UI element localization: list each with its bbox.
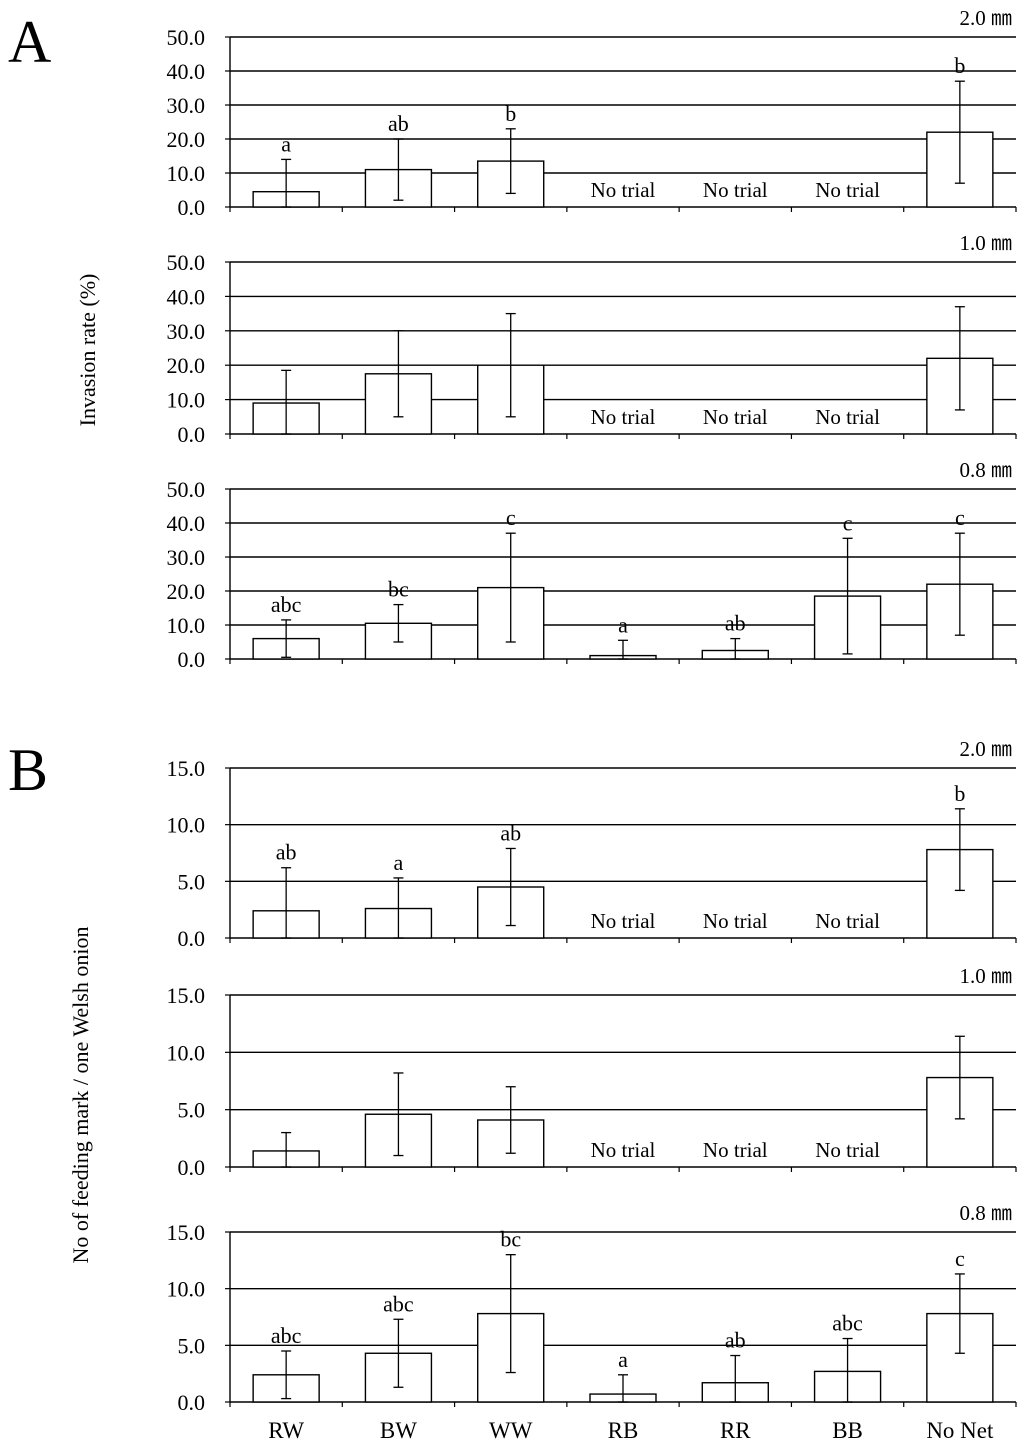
y-tick-label: 0.0 <box>178 926 206 951</box>
no-trial-label: No trial <box>815 1138 880 1162</box>
significance-letter: bc <box>500 1227 521 1252</box>
mesh-size-label: 0.8 ㎜ <box>960 458 1013 482</box>
y-tick-label: 0.0 <box>178 195 206 220</box>
panel-letter: A <box>8 9 51 75</box>
mesh-size-label: 2.0 ㎜ <box>960 737 1013 761</box>
mesh-size-label: 2.0 ㎜ <box>960 6 1013 30</box>
no-trial-label: No trial <box>815 405 880 429</box>
panel-a: A Invasion rate (%) 2.0 ㎜ 0.0 10.0 20.0 30.0 40… <box>8 6 1017 672</box>
significance-letter: a <box>394 850 404 875</box>
y-tick-label: 30.0 <box>167 93 206 118</box>
y-tick-label: 50.0 <box>167 25 206 50</box>
y-tick-label: 10.0 <box>167 813 206 838</box>
significance-letter: a <box>618 612 628 637</box>
y-tick-label: 15.0 <box>167 983 206 1008</box>
significance-letter: b <box>505 101 516 126</box>
significance-letter: c <box>955 1246 965 1271</box>
y-axis-label: Invasion rate (%) <box>75 274 100 427</box>
y-tick-label: 0.0 <box>178 1155 206 1180</box>
subplot-3: 0.8 ㎜ 0.0 5.0 10.0 15.0 abc abc bc a ab abc c RW BW WW… <box>167 1201 1017 1443</box>
significance-letter: ab <box>725 1328 746 1353</box>
no-trial-label: No trial <box>815 909 880 933</box>
subplot-2: 1.0 ㎜ 0.0 5.0 10.0 15.0 No trial No trial No tr… <box>167 964 1017 1180</box>
significance-letter: c <box>955 505 965 530</box>
significance-letter: c <box>506 505 516 530</box>
y-tick-label: 50.0 <box>167 250 206 275</box>
significance-letter: abc <box>383 1291 414 1316</box>
subplot-1: 2.0 ㎜ 0.0 10.0 20.0 30.0 40.0 50.0 a ab b No trial… <box>167 6 1017 220</box>
y-tick-label: 40.0 <box>167 59 206 84</box>
y-tick-label: 15.0 <box>167 756 206 781</box>
significance-letter: a <box>618 1347 628 1372</box>
significance-letter: b <box>954 781 965 806</box>
significance-letter: abc <box>271 592 302 617</box>
no-trial-label: No trial <box>703 405 768 429</box>
y-tick-label: 5.0 <box>178 1333 206 1358</box>
no-trial-label: No trial <box>591 178 656 202</box>
y-tick-label: 50.0 <box>167 477 206 502</box>
subplot-1: 2.0 ㎜ 0.0 5.0 10.0 15.0 ab a ab No trial No trial… <box>167 737 1017 951</box>
significance-letter: abc <box>271 1323 302 1348</box>
y-tick-label: 0.0 <box>178 422 206 447</box>
y-tick-label: 10.0 <box>167 388 206 413</box>
significance-letter: c <box>843 510 853 535</box>
significance-letter: abc <box>832 1311 863 1336</box>
y-tick-label: 10.0 <box>167 613 206 638</box>
x-category-label: RB <box>608 1418 639 1443</box>
y-tick-label: 10.0 <box>167 1277 206 1302</box>
significance-letter: b <box>954 53 965 78</box>
y-tick-label: 5.0 <box>178 869 206 894</box>
y-tick-label: 20.0 <box>167 579 206 604</box>
significance-letter: ab <box>500 820 521 845</box>
y-tick-label: 0.0 <box>178 1390 206 1415</box>
mesh-size-label: 1.0 ㎜ <box>960 231 1013 255</box>
significance-letter: a <box>281 131 291 156</box>
y-tick-label: 20.0 <box>167 353 206 378</box>
y-tick-label: 5.0 <box>178 1098 206 1123</box>
no-trial-label: No trial <box>703 909 768 933</box>
y-tick-label: 30.0 <box>167 319 206 344</box>
significance-letter: ab <box>725 611 746 636</box>
panel-b: B No of feeding mark / one Welsh onion 2.0… <box>8 737 1017 1443</box>
x-category-label: BB <box>832 1418 863 1443</box>
no-trial-label: No trial <box>703 1138 768 1162</box>
y-tick-label: 0.0 <box>178 647 206 672</box>
y-tick-label: 15.0 <box>167 1220 206 1245</box>
x-category-label: BW <box>380 1418 417 1443</box>
y-tick-label: 20.0 <box>167 127 206 152</box>
x-category-label: RW <box>268 1418 304 1443</box>
mesh-size-label: 1.0 ㎜ <box>960 964 1013 988</box>
subplot-2: 1.0 ㎜ 0.0 10.0 20.0 30.0 40.0 50.0 No trial No t… <box>167 231 1017 447</box>
y-tick-label: 30.0 <box>167 545 206 570</box>
panel-letter: B <box>8 737 48 803</box>
no-trial-label: No trial <box>591 909 656 933</box>
y-tick-label: 40.0 <box>167 284 206 309</box>
significance-letter: ab <box>388 111 409 136</box>
no-trial-label: No trial <box>703 178 768 202</box>
y-tick-label: 10.0 <box>167 1040 206 1065</box>
significance-letter: ab <box>276 840 297 865</box>
x-category-label: No Net <box>926 1418 994 1443</box>
y-axis-label: No of feeding mark / one Welsh onion <box>68 927 93 1264</box>
no-trial-label: No trial <box>591 1138 656 1162</box>
x-category-label: RR <box>720 1418 751 1443</box>
x-category-label: WW <box>489 1418 533 1443</box>
y-tick-label: 40.0 <box>167 511 206 536</box>
y-tick-label: 10.0 <box>167 161 206 186</box>
no-trial-label: No trial <box>815 178 880 202</box>
no-trial-label: No trial <box>591 405 656 429</box>
mesh-size-label: 0.8 ㎜ <box>960 1201 1013 1225</box>
significance-letter: bc <box>388 577 409 602</box>
